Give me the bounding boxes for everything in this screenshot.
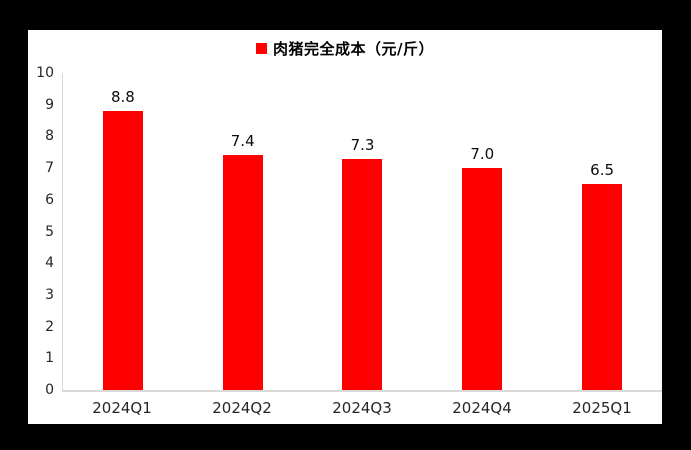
plot-area: 8.8 7.4 7.3 7.0 6.5 bbox=[62, 73, 662, 392]
x-tick-label: 2024Q2 bbox=[212, 399, 272, 417]
y-tick-label: 4 bbox=[45, 255, 54, 272]
bar-value-label: 7.0 bbox=[470, 145, 495, 164]
bar-group: 6.5 bbox=[542, 73, 662, 390]
y-tick-label: 1 bbox=[45, 350, 54, 367]
legend-red-square-icon bbox=[256, 42, 267, 54]
bar bbox=[342, 158, 383, 390]
bar bbox=[222, 155, 263, 390]
y-tick-label: 10 bbox=[36, 65, 54, 81]
bars-row: 8.8 7.4 7.3 7.0 6.5 bbox=[63, 73, 662, 390]
bar-value-label: 6.5 bbox=[590, 160, 615, 179]
y-tick-label: 7 bbox=[45, 160, 54, 177]
bar-value-label: 7.4 bbox=[230, 132, 255, 151]
bar-group: 7.0 bbox=[422, 73, 542, 390]
y-axis: 0 1 2 3 4 5 6 7 8 9 10 bbox=[28, 30, 54, 424]
x-axis: 2024Q1 2024Q2 2024Q3 2024Q4 2025Q1 bbox=[62, 398, 662, 418]
y-tick-label: 5 bbox=[45, 223, 54, 240]
x-tick-label: 2024Q1 bbox=[92, 399, 152, 417]
y-tick-label: 6 bbox=[45, 191, 54, 208]
chart-canvas: 肉猪完全成本（元/斤） 0 1 2 3 4 5 6 7 8 9 10 8.8 7.4 7.3 7.0 6.5… bbox=[28, 30, 662, 424]
bar-group: 7.4 bbox=[183, 73, 303, 390]
bar bbox=[462, 168, 503, 390]
y-tick-label: 2 bbox=[45, 318, 54, 335]
y-tick-label: 9 bbox=[45, 96, 54, 113]
legend: 肉猪完全成本（元/斤） bbox=[28, 37, 662, 59]
bar-value-label: 8.8 bbox=[110, 88, 135, 107]
bar-group: 8.8 bbox=[63, 73, 183, 390]
x-tick-label: 2025Q1 bbox=[572, 399, 632, 417]
y-tick-label: 0 bbox=[45, 382, 54, 398]
bar-group: 7.3 bbox=[303, 73, 423, 390]
bar-value-label: 7.3 bbox=[350, 135, 375, 154]
x-tick-label: 2024Q3 bbox=[332, 399, 392, 417]
y-tick-label: 8 bbox=[45, 128, 54, 145]
bar bbox=[582, 183, 623, 390]
legend-label: 肉猪完全成本（元/斤） bbox=[273, 39, 434, 58]
y-tick-label: 3 bbox=[45, 286, 54, 303]
x-tick-label: 2024Q4 bbox=[452, 399, 512, 417]
bar bbox=[102, 111, 143, 390]
